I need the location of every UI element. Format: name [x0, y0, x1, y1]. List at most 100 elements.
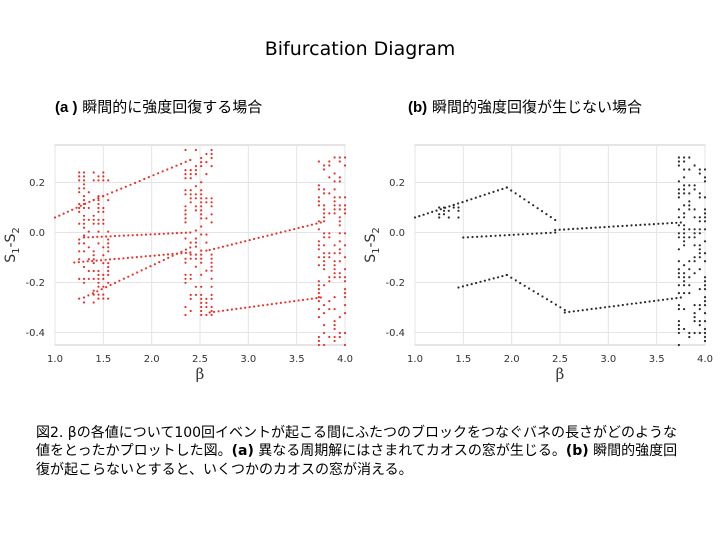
x-tick-label: 2.5 — [192, 354, 208, 365]
branch-point — [253, 305, 256, 308]
caption-text-2: 異なる周期解にはさまれてカオスの窓が生じる。 — [253, 443, 566, 460]
branch-point — [488, 278, 491, 281]
chaos-point — [703, 296, 707, 299]
chaos-point — [92, 277, 95, 280]
chaos-point — [683, 264, 686, 267]
chaos-point — [205, 152, 208, 156]
chaos-point — [317, 335, 320, 339]
chaos-point — [328, 300, 331, 303]
chaos-point — [338, 276, 341, 279]
branch-point — [603, 306, 607, 309]
branch-point — [523, 284, 526, 287]
chaos-point — [693, 256, 696, 259]
chaos-point — [189, 309, 192, 313]
branch-point — [452, 203, 455, 207]
branch-point — [617, 304, 620, 307]
chaos-point — [683, 244, 686, 247]
chaos-point — [97, 218, 100, 221]
chaos-point — [683, 156, 686, 159]
branch-point — [479, 280, 482, 283]
branch-point — [109, 235, 112, 238]
chaos-point — [703, 208, 707, 211]
chaos-point — [693, 164, 696, 167]
branch-point — [153, 263, 156, 266]
chaos-point — [338, 160, 341, 163]
y-tick-label: -0.4 — [25, 328, 45, 339]
chaos-point — [693, 272, 696, 275]
chaos-point — [184, 177, 187, 180]
chaos-point — [323, 284, 326, 287]
branch-point — [226, 244, 229, 247]
branch-point — [213, 310, 216, 313]
branch-point — [100, 259, 103, 262]
chaos-point — [210, 213, 213, 216]
chaos-point — [333, 260, 336, 263]
branch-point — [144, 267, 148, 270]
chaos-point — [442, 209, 446, 212]
chaos-point — [107, 238, 110, 241]
chaos-point — [102, 254, 105, 257]
chaos-point — [82, 277, 86, 280]
chaos-point — [200, 313, 203, 317]
branch-point — [635, 302, 638, 305]
branch-point — [483, 279, 486, 282]
chaos-point — [107, 262, 110, 265]
branch-point — [279, 301, 282, 304]
chaos-point — [343, 208, 347, 211]
branch-point — [62, 212, 65, 215]
chaos-point — [333, 208, 336, 211]
chaos-point — [338, 180, 341, 183]
panel-b-title-text: 瞬間的強度回復が生じない場合 — [431, 98, 642, 116]
branch-point — [652, 223, 655, 226]
chaos-point — [189, 189, 192, 192]
branch-point — [439, 208, 442, 211]
chaos-point — [102, 273, 105, 276]
chaos-point — [107, 269, 110, 273]
branch-point — [288, 229, 291, 232]
branch-point — [66, 210, 69, 213]
branch-point — [106, 193, 109, 196]
branch-point — [53, 216, 57, 219]
y-tick-label: -0.2 — [385, 278, 405, 289]
branch-point — [122, 257, 125, 260]
chaos-point — [205, 197, 208, 200]
chaos-point — [200, 273, 203, 276]
chaos-point — [688, 184, 691, 187]
branch-point — [496, 276, 500, 279]
chaos-point — [102, 195, 105, 198]
branch-point — [519, 282, 522, 285]
chaos-point — [323, 164, 326, 167]
chaos-point — [200, 161, 203, 164]
branch-point — [422, 213, 425, 216]
branch-point — [471, 235, 474, 239]
chaos-point — [87, 277, 90, 280]
chaos-point — [338, 224, 341, 227]
chaos-point — [333, 320, 336, 323]
chaos-point — [333, 268, 336, 271]
branch-point — [675, 297, 678, 300]
branch-point — [95, 259, 98, 262]
branch-point — [505, 273, 508, 277]
branch-point — [113, 234, 117, 238]
branch-point — [666, 222, 669, 225]
branch-point — [131, 234, 134, 237]
branch-point — [140, 233, 143, 236]
branch-point — [152, 174, 155, 177]
chaos-point — [703, 280, 707, 283]
chaos-point — [343, 312, 347, 315]
chaos-point — [78, 238, 81, 241]
branch-point — [88, 200, 91, 203]
chaos-point — [333, 196, 336, 199]
chaos-point — [97, 277, 100, 280]
branch-point — [544, 231, 548, 235]
chaos-point — [210, 152, 213, 156]
chaos-point — [184, 281, 187, 284]
chaos-point — [200, 193, 203, 196]
chaos-point — [82, 179, 86, 182]
chaos-point — [82, 199, 86, 202]
chaos-point — [343, 204, 347, 207]
chaos-point — [205, 233, 208, 236]
branch-point — [475, 281, 478, 285]
chaos-point — [184, 261, 187, 264]
chaos-point — [703, 176, 707, 179]
